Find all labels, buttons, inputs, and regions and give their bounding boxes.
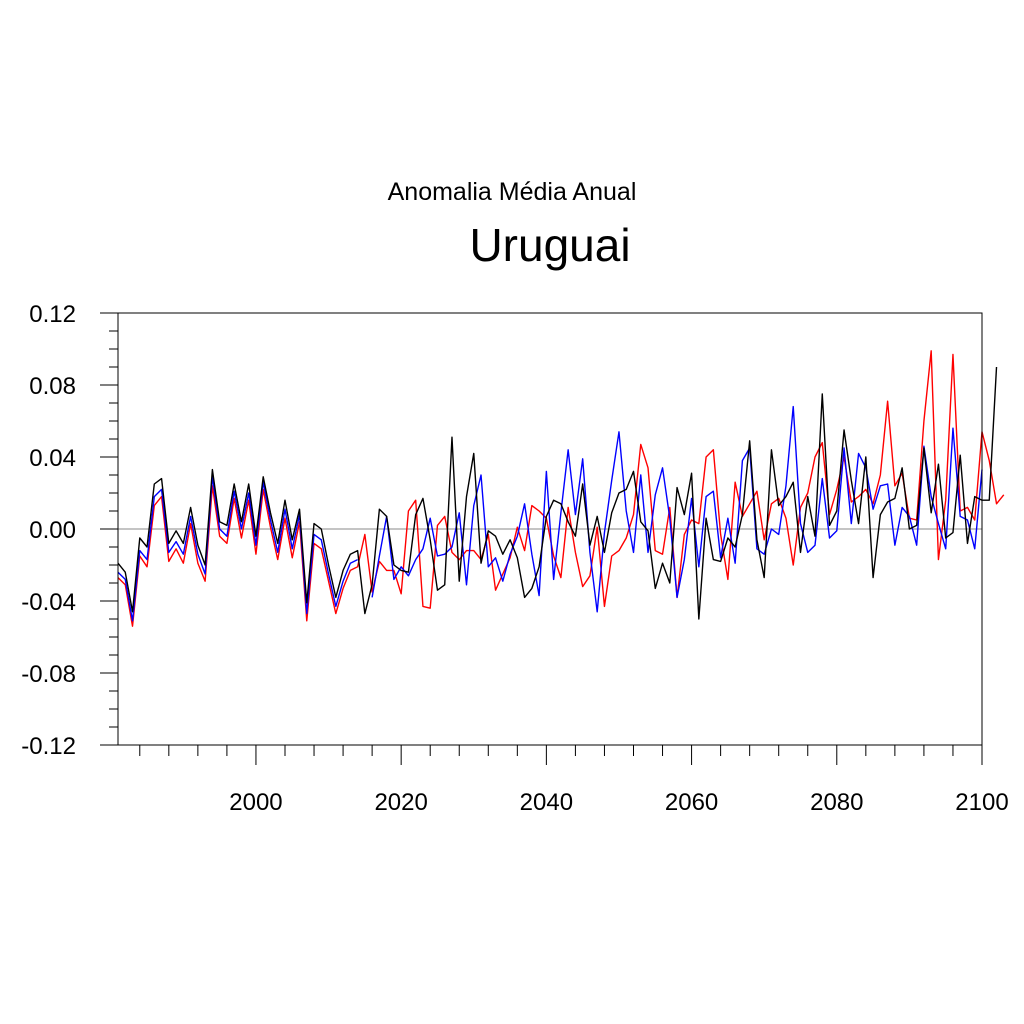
- series-line-1-part-1: [117, 350, 1005, 627]
- y-tick-label: 0.08: [29, 373, 76, 400]
- plot-frame: [117, 312, 983, 746]
- x-tick-label: 2000: [229, 789, 282, 816]
- series-line-3-part-1: [117, 366, 998, 620]
- y-tick-label: 0.00: [29, 517, 76, 544]
- series-line-2-part-1: [117, 476, 358, 622]
- x-tick-label: 2100: [955, 789, 1008, 816]
- x-tick-label: 2040: [520, 789, 573, 816]
- y-tick-label: -0.12: [21, 733, 76, 760]
- y-tick-label: 0.12: [29, 301, 76, 328]
- series-line-2-part-2: [371, 405, 983, 613]
- chart-subtitle: Anomalia Média Anual: [387, 178, 637, 206]
- y-tick-label: 0.04: [29, 445, 76, 472]
- y-tick-label: -0.04: [21, 589, 76, 616]
- y-tick-label: -0.08: [21, 661, 76, 688]
- chart-title: Uruguai: [469, 219, 631, 271]
- x-tick-label: 2080: [810, 789, 863, 816]
- x-tick-label: 2060: [665, 789, 718, 816]
- x-tick-label: 2020: [374, 789, 427, 816]
